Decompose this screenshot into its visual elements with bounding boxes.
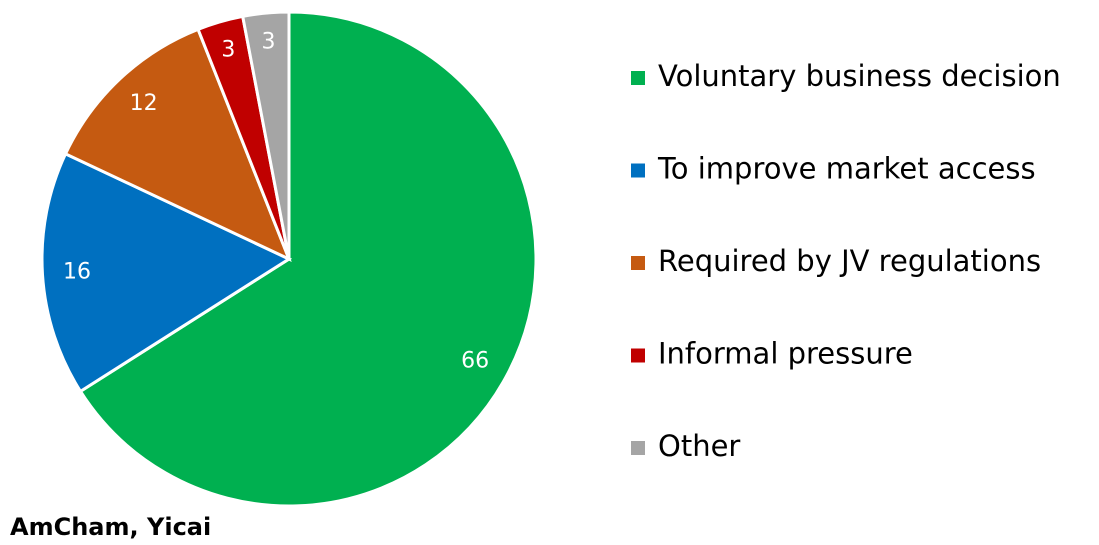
pie-slice [63,27,292,262]
data-label: 16 [63,259,91,284]
legend-label: To improve market access [657,152,1036,186]
legend-label: Other [658,429,740,463]
data-label: 3 [221,37,235,62]
data-label: 3 [262,30,276,55]
legend-label: Voluntary business decision [658,59,1061,93]
legend-swatch [631,71,645,85]
pie-slice [78,10,538,508]
source: AmCham, Yicai [10,513,211,541]
legend-label: Required by JV regulations [658,244,1041,278]
legend-label: Informal pressure [658,337,913,371]
data-label: 66 [461,348,489,373]
legend-swatch [631,163,645,178]
pie-slice [240,10,291,260]
legend-swatch [631,256,645,270]
pie-slice [40,151,293,394]
legend-swatch [631,441,645,455]
legend-swatch [631,348,645,363]
data-label: 12 [130,91,158,116]
